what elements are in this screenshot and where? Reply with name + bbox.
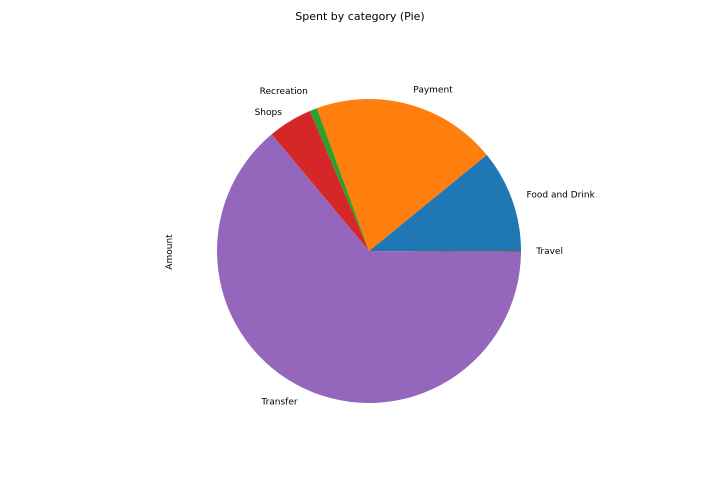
slice-label-food-and-drink: Food and Drink xyxy=(527,190,596,200)
pie-slice-recreation xyxy=(309,108,369,252)
slice-label-payment: Payment xyxy=(413,85,453,95)
pie-slices xyxy=(217,98,522,403)
y-axis-label: Amount xyxy=(165,234,175,270)
pie-slice-travel xyxy=(369,251,522,252)
slice-label-travel: Travel xyxy=(535,247,563,257)
chart-title: Spent by category (Pie) xyxy=(295,10,424,23)
pie-slice-payment xyxy=(316,98,487,252)
pie-slice-shops xyxy=(271,111,369,251)
pie-slice-food-and-drink xyxy=(369,154,521,251)
pie-labels: Food and Drink Payment Recreation Shops Tran… xyxy=(255,85,596,407)
slice-label-transfer: Transfer xyxy=(260,398,297,408)
pie-slice-transfer xyxy=(217,134,522,403)
slice-label-recreation: Recreation xyxy=(260,87,308,97)
slice-label-shops: Shops xyxy=(255,108,283,118)
